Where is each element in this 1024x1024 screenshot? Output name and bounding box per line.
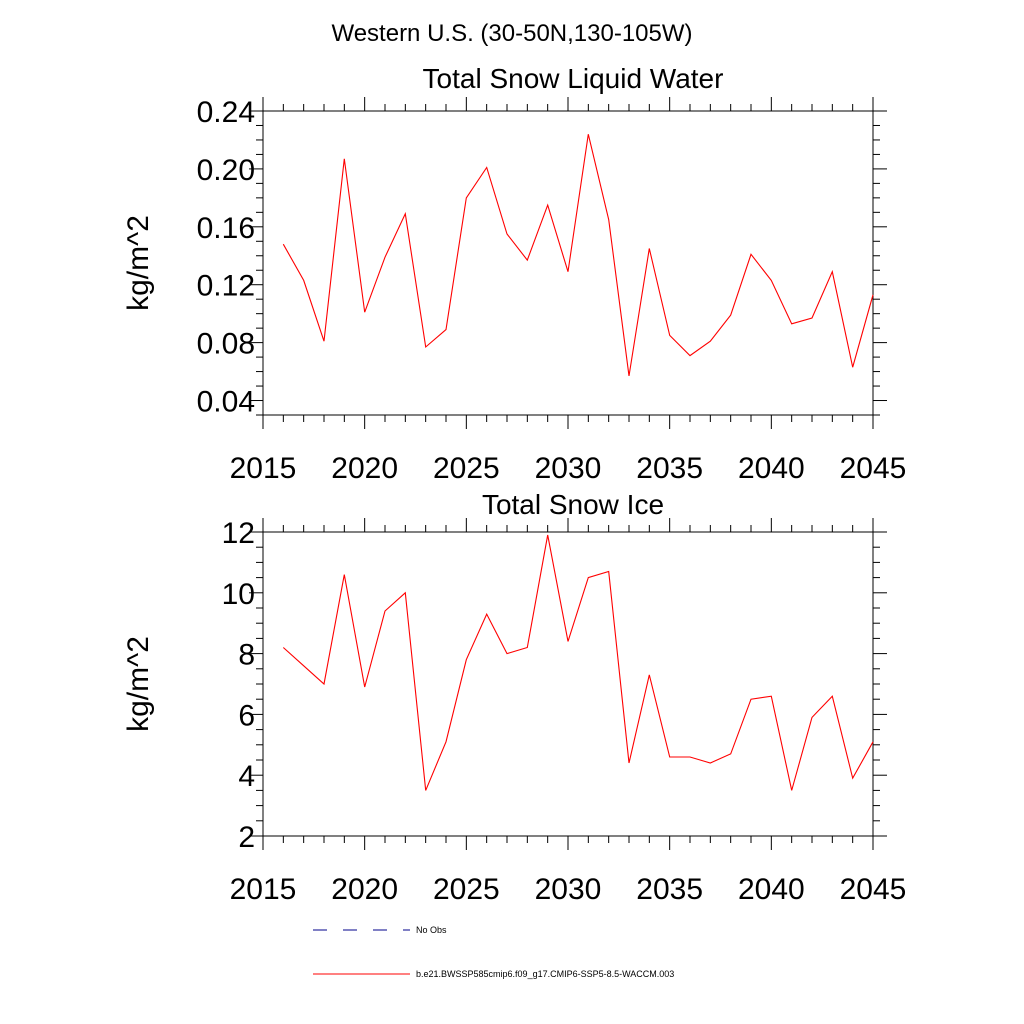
- legend-label-model-run: b.e21.BWSSP585cmip6.f09_g17.CMIP6-SSP5-8…: [416, 969, 674, 979]
- panel-total-snow-ice: Total Snow Ice 2015 2020 2025 2030 2035 2040 20…: [122, 489, 906, 906]
- y-tick-label: 0.08: [197, 328, 255, 361]
- y-tick-label: 0.04: [197, 386, 255, 419]
- y-tick-label: 8: [238, 639, 255, 672]
- series-line: [282, 134, 874, 376]
- x-tick-label: 2020: [331, 452, 398, 485]
- chart-title: Total Snow Ice: [482, 489, 664, 520]
- x-tick-label: 2040: [738, 873, 805, 906]
- y-tick-label: 2: [238, 821, 255, 854]
- y-axis-label: kg/m^2: [122, 636, 155, 732]
- x-tick-label: 2025: [433, 873, 500, 906]
- x-tick-label: 2030: [535, 452, 602, 485]
- legend-label-no-obs: No Obs: [416, 925, 447, 935]
- y-tick-label: 4: [238, 760, 255, 793]
- x-tick-label: 2020: [331, 873, 398, 906]
- x-tick-label: 2015: [230, 452, 297, 485]
- x-tick-label: 2035: [636, 873, 703, 906]
- y-tick-label: 0.24: [197, 96, 255, 129]
- y-tick-label: 0.20: [197, 154, 255, 187]
- plot-frame: [262, 110, 874, 416]
- y-tick-label: 6: [238, 699, 255, 732]
- x-tick-label: 2045: [840, 873, 907, 906]
- plot-frame: [262, 531, 874, 837]
- panel-total-snow-liquid-water: Total Snow Liquid Water 2015 2020 2025 2030 2…: [122, 63, 906, 485]
- y-axis-label: kg/m^2: [122, 215, 155, 311]
- x-tick-label: 2025: [433, 452, 500, 485]
- x-tick-label: 2035: [636, 452, 703, 485]
- figure-title: Western U.S. (30-50N,130-105W): [331, 20, 692, 47]
- legend: No Obs b.e21.BWSSP585cmip6.f09_g17.CMIP6…: [313, 925, 674, 979]
- x-tick-label: 2030: [535, 873, 602, 906]
- y-tick-label: 0.16: [197, 212, 255, 245]
- x-tick-label: 2045: [840, 452, 907, 485]
- x-tick-label: 2040: [738, 452, 805, 485]
- chart-title: Total Snow Liquid Water: [423, 63, 724, 94]
- y-tick-label: 10: [222, 578, 255, 611]
- y-tick-label: 0.12: [197, 270, 255, 303]
- y-tick-label: 12: [222, 517, 255, 550]
- series-line: [282, 534, 874, 791]
- x-tick-label: 2015: [230, 873, 297, 906]
